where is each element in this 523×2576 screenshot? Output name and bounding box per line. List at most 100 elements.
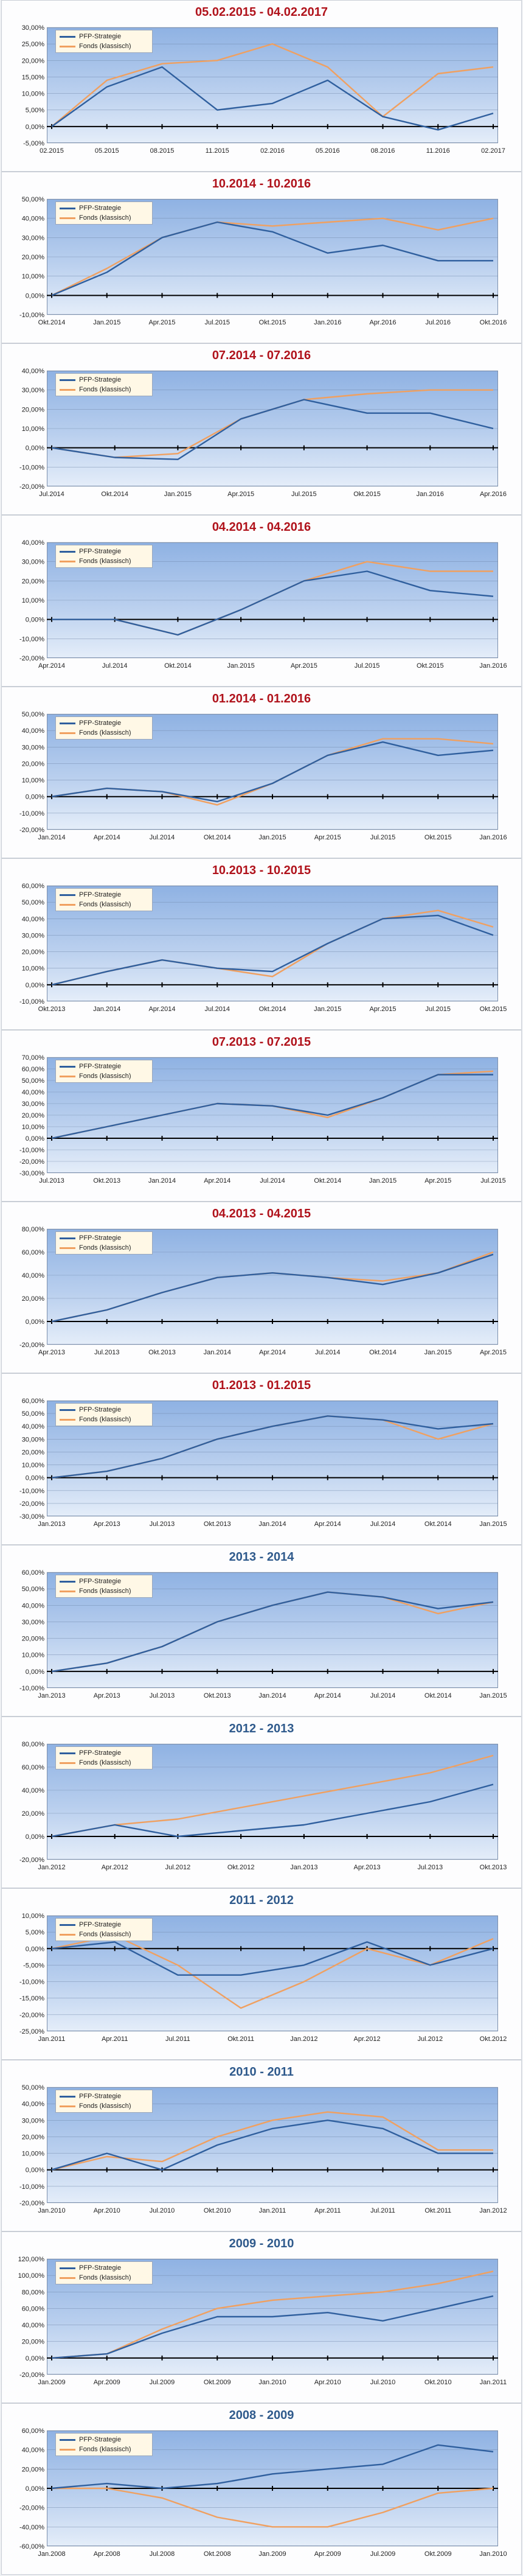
legend-label: Fonds (klassisch)	[79, 1416, 131, 1423]
series-line-fund	[51, 217, 494, 296]
y-tick-label: 10,00%	[22, 91, 45, 98]
x-tick-label: Jul.2009	[150, 2379, 175, 2386]
x-tick-label: Jul.2015	[291, 491, 317, 498]
legend-swatch	[60, 722, 75, 724]
legend-entry: PFP-Strategie	[60, 1405, 148, 1415]
x-tick-label: Jan.2016	[479, 834, 507, 841]
x-tick-label: Jan.2013	[38, 1521, 65, 1528]
series-line-strategy	[51, 914, 494, 986]
x-tick-label: Jul.2014	[370, 1521, 396, 1528]
x-tick-label: Jan.2009	[38, 2379, 65, 2386]
legend-swatch	[60, 2438, 75, 2441]
y-tick-label: 50,00%	[22, 1410, 45, 1418]
legend-label: Fonds (klassisch)	[79, 2274, 131, 2281]
legend-label: Fonds (klassisch)	[79, 386, 131, 393]
y-tick-label: 0,00%	[26, 1135, 44, 1143]
y-tick-label: -10,00%	[19, 312, 44, 319]
series-line-fund	[51, 2270, 494, 2359]
legend-swatch	[60, 1752, 75, 1754]
legend-entry: Fonds (klassisch)	[60, 1758, 148, 1768]
y-tick-label: -10,00%	[19, 464, 44, 471]
chart-svg: -10,00% 0,00% 10,00% 20,00% 30,00% 40,00% 50,0…	[19, 883, 507, 1013]
chart-svg: -5,00% 0,00% 5,00% 10,00% 15,00% 20,00% 25,00%…	[22, 24, 505, 155]
y-tick-label: 60,00%	[22, 1398, 45, 1405]
x-tick-label: Jul.2013	[150, 1692, 175, 1699]
legend: PFP-Strategie Fonds (klassisch)	[55, 716, 153, 740]
legend-label: PFP-Strategie	[79, 1234, 122, 1242]
y-tick-label: 0,00%	[26, 1668, 44, 1676]
y-tick-label: 10,00%	[22, 1913, 45, 1920]
y-tick-label: 20,00%	[22, 1295, 45, 1303]
x-tick-label: Apr.2011	[102, 2035, 128, 2043]
x-tick-label: Jan.2014	[93, 1006, 120, 1013]
legend: PFP-Strategie Fonds (klassisch)	[55, 2090, 153, 2113]
x-tick-label: Jul.2013	[39, 1177, 64, 1185]
legend: PFP-Strategie Fonds (klassisch)	[55, 1918, 153, 1941]
chart-panel: 01.2014 - 01.2016 -20,00% -10,00% 0,00% 10,0…	[1, 687, 522, 858]
legend: PFP-Strategie Fonds (klassisch)	[55, 888, 153, 911]
x-tick-label: Jan.2015	[258, 834, 286, 841]
y-tick-label: -20,00%	[19, 2012, 44, 2019]
chart-svg: -20,00% 0,00% 20,00% 40,00% 60,00% 80,00% Jan.…	[19, 1741, 507, 1871]
legend-entry: PFP-Strategie	[60, 32, 148, 41]
y-tick-label: 30,00%	[22, 559, 45, 566]
y-tick-label: 40,00%	[22, 368, 45, 375]
series-line-strategy	[51, 221, 493, 296]
series-line-strategy	[51, 1074, 493, 1139]
y-tick-label: 20,00%	[22, 406, 45, 413]
y-tick-label: 50,00%	[22, 711, 45, 718]
x-tick-label: Jan.2015	[314, 1006, 341, 1013]
x-tick-label: 02.2015	[40, 147, 64, 155]
x-tick-label: Jul.2012	[417, 2035, 443, 2043]
y-tick-label: 30,00%	[22, 2117, 45, 2124]
legend-swatch	[60, 732, 75, 734]
legend-label: PFP-Strategie	[79, 548, 122, 555]
y-tick-label: 30,00%	[22, 1619, 45, 1626]
x-tick-label: Jul.2014	[39, 491, 64, 498]
chart-panel: 2010 - 2011 -20,00% -10,00% 0,00% 10,00% 20,0…	[1, 2060, 522, 2231]
series-line-strategy	[51, 1941, 494, 1976]
y-tick-label: 0,00%	[26, 982, 44, 989]
legend-swatch	[60, 2448, 75, 2451]
x-tick-label: Okt.2009	[424, 2550, 452, 2558]
legend-entry: PFP-Strategie	[60, 375, 148, 385]
chart-panel: 2013 - 2014 -10,00% 0,00% 10,00% 20,00% 30,00…	[1, 1545, 522, 1717]
legend-label: PFP-Strategie	[79, 1921, 122, 1928]
y-tick-label: 40,00%	[22, 2101, 45, 2108]
chart-title: 07.2013 - 07.2015	[212, 1035, 311, 1049]
legend-entry: PFP-Strategie	[60, 2091, 148, 2101]
x-tick-label: Okt.2015	[353, 491, 381, 498]
chart-svg: -10,00% 0,00% 10,00% 20,00% 30,00% 40,00% 50,0…	[19, 196, 507, 326]
y-tick-label: -20,00%	[19, 827, 44, 834]
x-tick-label: 11.2016	[426, 147, 450, 155]
legend-label: Fonds (klassisch)	[79, 1587, 131, 1595]
x-tick-label: Jan.2015	[479, 1521, 507, 1528]
y-tick-label: 30,00%	[22, 387, 45, 394]
legend-label: Fonds (klassisch)	[79, 2102, 131, 2110]
legend-swatch	[60, 379, 75, 381]
y-tick-label: 0,00%	[26, 794, 44, 801]
x-tick-label: Jan.2009	[258, 2550, 286, 2558]
x-tick-label: Apr.2013	[354, 1864, 381, 1871]
series-line-strategy	[52, 570, 494, 636]
y-tick-label: 60,00%	[22, 883, 45, 890]
legend: PFP-Strategie Fonds (klassisch)	[55, 1231, 153, 1255]
legend-entry: Fonds (klassisch)	[60, 385, 148, 394]
series-line-fund	[51, 2111, 493, 2171]
x-tick-label: Jul.2014	[150, 834, 175, 841]
series-line-fund	[52, 561, 493, 636]
legend-swatch	[60, 1580, 75, 1583]
legend-entry: Fonds (klassisch)	[60, 2101, 148, 2111]
legend-swatch	[60, 2105, 75, 2107]
chart-title: 04.2014 - 04.2016	[212, 520, 311, 534]
x-tick-label: Jul.2014	[315, 1349, 341, 1356]
x-tick-label: Jan.2015	[479, 1692, 507, 1699]
x-tick-label: Jan.2012	[290, 2035, 317, 2043]
x-tick-label: 05.2015	[95, 147, 119, 155]
legend-entry: Fonds (klassisch)	[60, 1930, 148, 1939]
x-tick-label: Jan.2012	[38, 1864, 65, 1871]
legend-entry: Fonds (klassisch)	[60, 41, 148, 51]
y-tick-label: 30,00%	[22, 1436, 45, 1443]
legend-swatch	[60, 35, 75, 38]
